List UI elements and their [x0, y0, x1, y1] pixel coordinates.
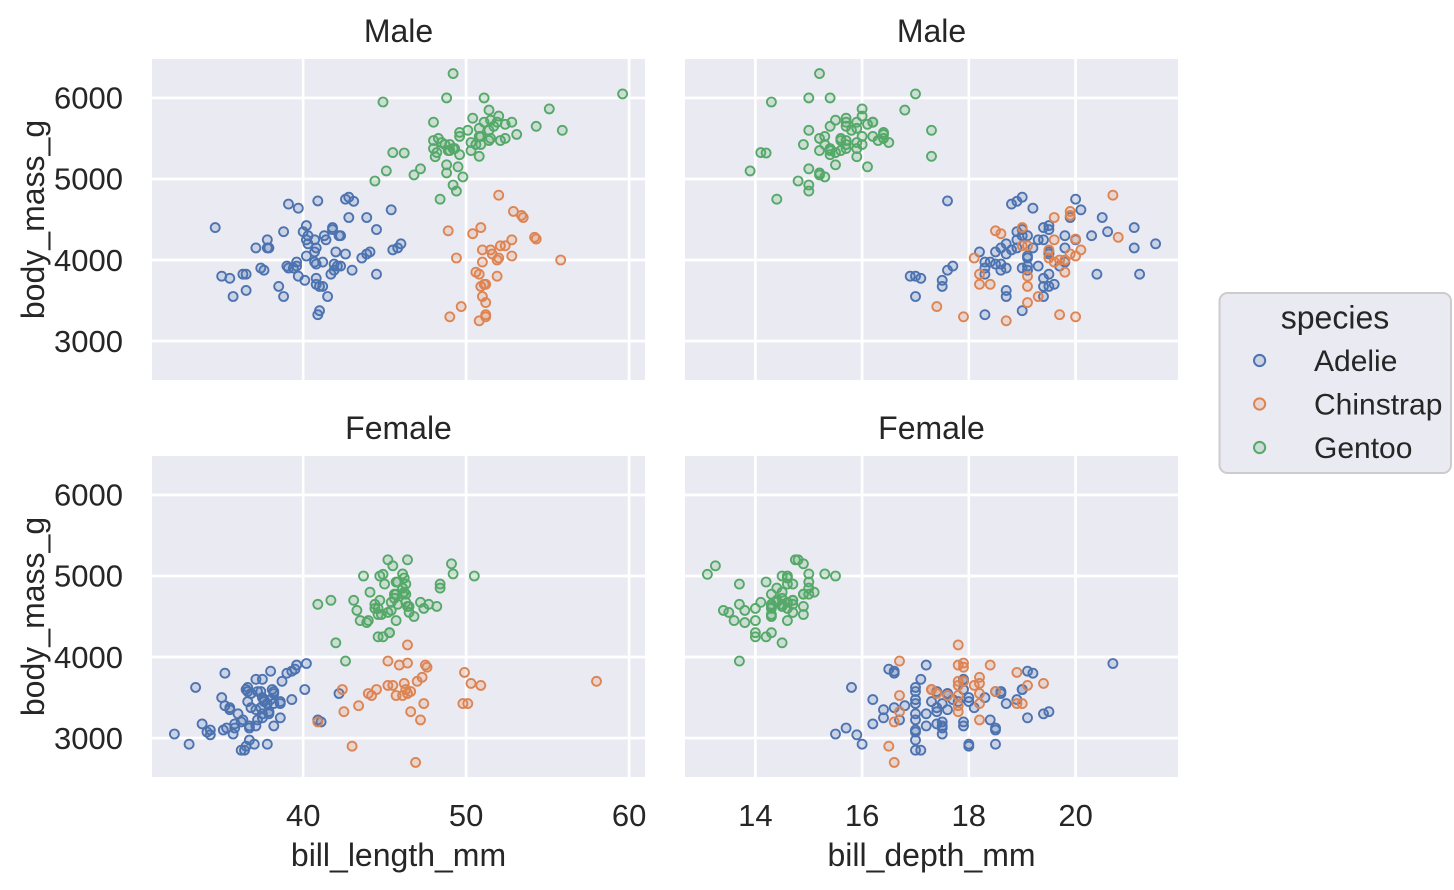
svg-text:species: species [1281, 299, 1390, 335]
svg-text:50: 50 [449, 798, 483, 833]
svg-text:Adelie: Adelie [1314, 345, 1397, 378]
svg-text:Gentoo: Gentoo [1314, 432, 1412, 465]
svg-text:Male: Male [364, 13, 433, 49]
svg-text:14: 14 [738, 798, 772, 833]
svg-text:6000: 6000 [54, 81, 123, 116]
svg-text:3000: 3000 [54, 324, 123, 359]
svg-text:18: 18 [952, 798, 986, 833]
svg-text:40: 40 [286, 798, 320, 833]
svg-text:Female: Female [345, 410, 452, 446]
svg-text:4000: 4000 [54, 640, 123, 675]
svg-text:Male: Male [897, 13, 966, 49]
svg-text:4000: 4000 [54, 243, 123, 278]
svg-text:Chinstrap: Chinstrap [1314, 389, 1442, 422]
svg-text:6000: 6000 [54, 478, 123, 513]
svg-text:5000: 5000 [54, 162, 123, 197]
svg-text:5000: 5000 [54, 559, 123, 594]
svg-text:16: 16 [845, 798, 879, 833]
svg-text:Female: Female [878, 410, 985, 446]
svg-text:bill_depth_mm: bill_depth_mm [827, 837, 1035, 873]
svg-text:body_mass_g: body_mass_g [15, 517, 51, 716]
svg-text:bill_length_mm: bill_length_mm [291, 837, 506, 873]
svg-text:60: 60 [612, 798, 646, 833]
svg-text:20: 20 [1058, 798, 1092, 833]
svg-text:3000: 3000 [54, 721, 123, 756]
svg-text:body_mass_g: body_mass_g [15, 120, 51, 319]
